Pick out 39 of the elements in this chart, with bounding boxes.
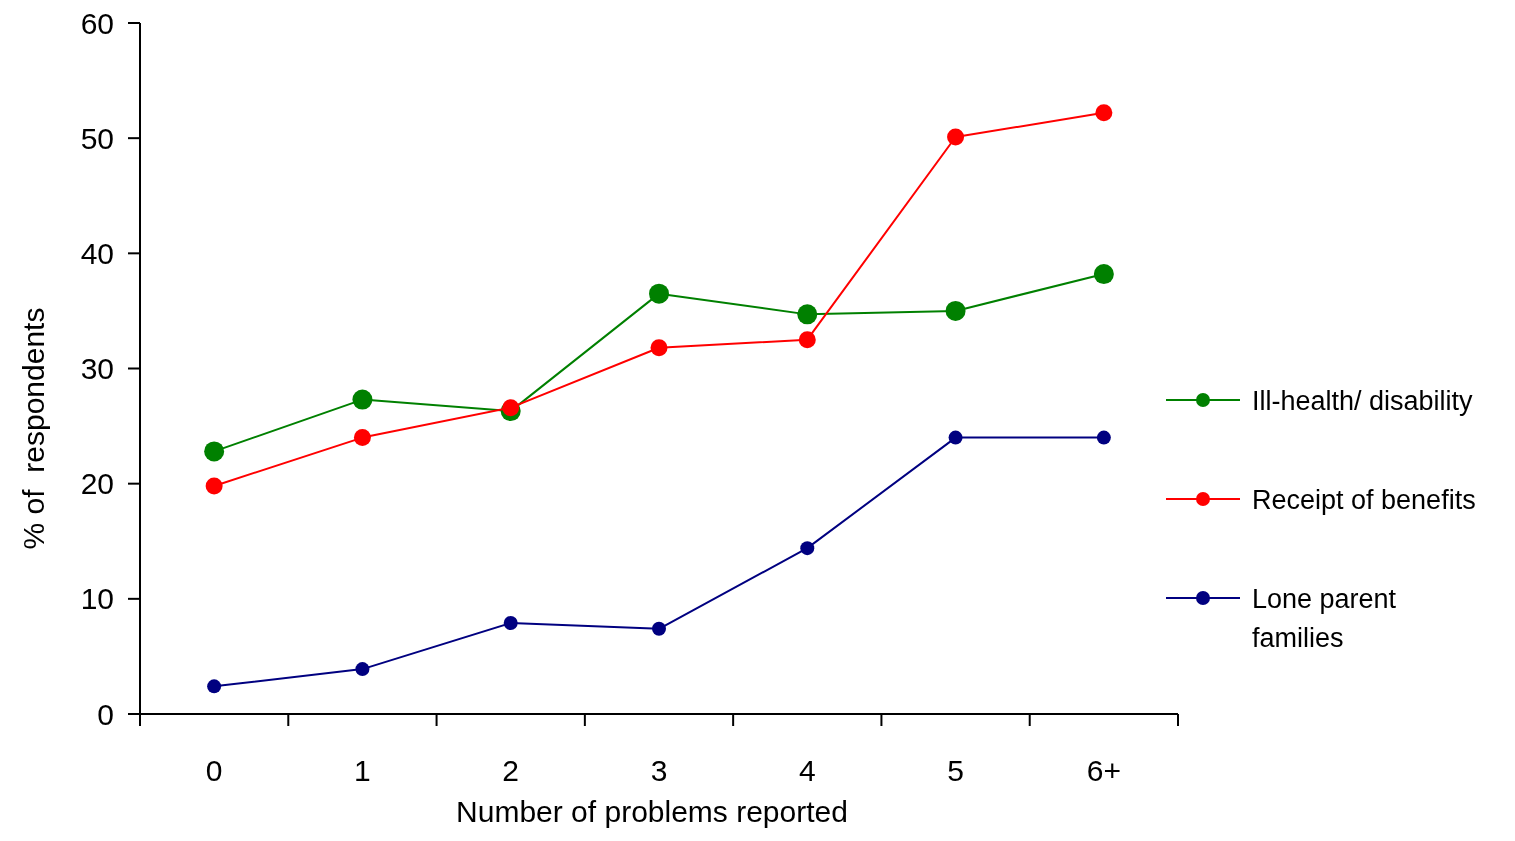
- point: [204, 441, 225, 462]
- legend-label: Ill-health/ disability: [1252, 386, 1474, 416]
- point: [649, 283, 669, 304]
- point: [353, 429, 371, 447]
- y-axis-title: % of respondents: [17, 307, 50, 550]
- legend-label: Receipt of benefits: [1252, 485, 1476, 515]
- y-tick-label: 30: [80, 352, 114, 385]
- point: [798, 331, 816, 349]
- point: [502, 399, 520, 417]
- point: [352, 389, 373, 410]
- x-tick-label: 0: [205, 753, 223, 787]
- x-tick-label: 4: [798, 753, 816, 787]
- point: [355, 662, 370, 677]
- y-tick-label: 20: [80, 467, 114, 501]
- point: [1093, 264, 1114, 285]
- point: [947, 128, 965, 146]
- x-tick-label: 3: [650, 753, 668, 787]
- y-tick-label: 0: [97, 697, 114, 731]
- x-tick-label: 6+: [1086, 753, 1121, 787]
- x-axis-title: Number of problems reported: [456, 795, 848, 828]
- y-tick-label: 10: [80, 582, 114, 616]
- x-tick-label: 5: [947, 753, 964, 787]
- point: [650, 339, 668, 357]
- point: [1096, 430, 1111, 445]
- x-tick-label: 1: [354, 753, 371, 787]
- point: [205, 477, 223, 495]
- x-tick-label: 2: [502, 753, 520, 787]
- y-tick-label: 60: [80, 6, 114, 40]
- point: [503, 616, 518, 631]
- point: [945, 300, 966, 321]
- point: [207, 679, 222, 694]
- point: [1095, 104, 1113, 122]
- point: [652, 621, 666, 636]
- y-tick-label: 40: [80, 236, 114, 270]
- legend-label: Lone parent families: [1252, 584, 1397, 653]
- point: [948, 430, 963, 445]
- point: [800, 541, 815, 556]
- point: [797, 304, 818, 325]
- y-tick-label: 50: [80, 121, 114, 155]
